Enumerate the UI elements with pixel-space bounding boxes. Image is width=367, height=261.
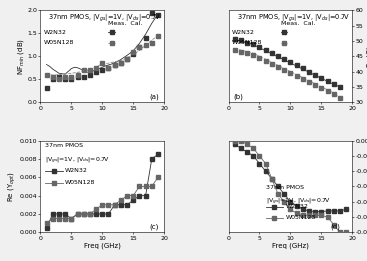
Text: W05N128: W05N128: [65, 180, 95, 185]
X-axis label: Freq (GHz): Freq (GHz): [272, 242, 309, 249]
Text: (c): (c): [149, 224, 159, 230]
Text: Meas.  Cal.: Meas. Cal.: [109, 21, 143, 26]
Text: 37nm PMOS, |V$_{gs}$|=1V, |V$_{ds}$|=0.7V: 37nm PMOS, |V$_{gs}$|=1V, |V$_{ds}$|=0.7…: [48, 12, 162, 24]
Text: W2N32: W2N32: [44, 30, 67, 35]
Text: 37nm PMOS: 37nm PMOS: [45, 143, 83, 148]
Text: 37nm PMOS: 37nm PMOS: [266, 185, 304, 190]
Text: Meas.  Cal.: Meas. Cal.: [280, 21, 315, 26]
Y-axis label: NF$_{min}$ (dB): NF$_{min}$ (dB): [16, 38, 26, 75]
Text: W2N32: W2N32: [232, 30, 255, 35]
Text: W2N32: W2N32: [286, 204, 308, 209]
Text: W05N128: W05N128: [232, 40, 263, 45]
Text: W05N128: W05N128: [44, 40, 75, 45]
Text: W2N32: W2N32: [65, 168, 88, 173]
X-axis label: Freq (GHz): Freq (GHz): [84, 242, 121, 249]
Text: (d): (d): [330, 224, 340, 230]
Text: |V$_{gs}$|=1V, |V$_{ds}$|=0.7V: |V$_{gs}$|=1V, |V$_{ds}$|=0.7V: [45, 155, 110, 165]
Text: 37nm PMOS, |V$_{gs}$|=1V, |V$_{ds}$|=0.7V: 37nm PMOS, |V$_{gs}$|=1V, |V$_{ds}$|=0.7…: [237, 12, 350, 24]
Text: (a): (a): [149, 93, 159, 100]
Text: |V$_{gs}$|=1V, |V$_{ds}$|=0.7V: |V$_{gs}$|=1V, |V$_{ds}$|=0.7V: [266, 197, 331, 206]
Text: W05N128: W05N128: [286, 215, 316, 220]
Text: (b): (b): [233, 93, 243, 100]
Y-axis label: R$_n$ (Ω): R$_n$ (Ω): [365, 45, 367, 68]
Y-axis label: Re (Y$_{opt}$): Re (Y$_{opt}$): [7, 171, 18, 202]
